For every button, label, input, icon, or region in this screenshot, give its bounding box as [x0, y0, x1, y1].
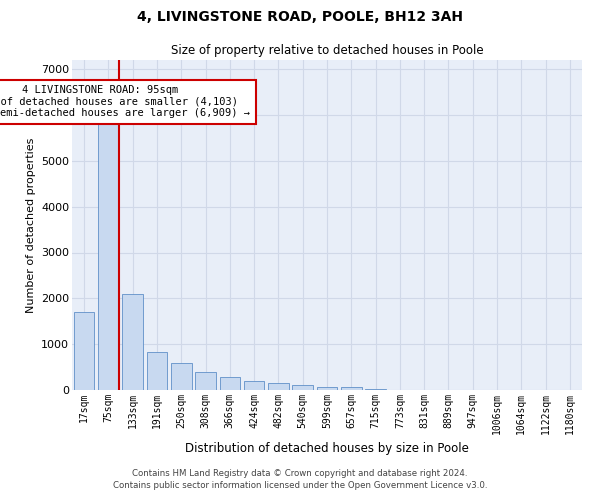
Bar — [317, 386, 337, 390]
Bar — [195, 372, 216, 390]
Bar — [220, 377, 240, 390]
Bar — [98, 106, 119, 390]
Y-axis label: Number of detached properties: Number of detached properties — [26, 138, 35, 312]
X-axis label: Distribution of detached houses by size in Poole: Distribution of detached houses by size … — [185, 442, 469, 455]
Bar — [171, 362, 191, 390]
Text: 4, LIVINGSTONE ROAD, POOLE, BH12 3AH: 4, LIVINGSTONE ROAD, POOLE, BH12 3AH — [137, 10, 463, 24]
Bar — [268, 384, 289, 390]
Bar — [341, 388, 362, 390]
Title: Size of property relative to detached houses in Poole: Size of property relative to detached ho… — [170, 44, 484, 58]
Bar — [122, 294, 143, 390]
Bar — [244, 382, 265, 390]
Bar — [146, 352, 167, 390]
Text: Contains HM Land Registry data © Crown copyright and database right 2024.
Contai: Contains HM Land Registry data © Crown c… — [113, 468, 487, 490]
Bar — [365, 388, 386, 390]
Text: 4 LIVINGSTONE ROAD: 95sqm
← 37% of detached houses are smaller (4,103)
62% of se: 4 LIVINGSTONE ROAD: 95sqm ← 37% of detac… — [0, 85, 250, 118]
Bar — [292, 386, 313, 390]
Bar — [74, 312, 94, 390]
